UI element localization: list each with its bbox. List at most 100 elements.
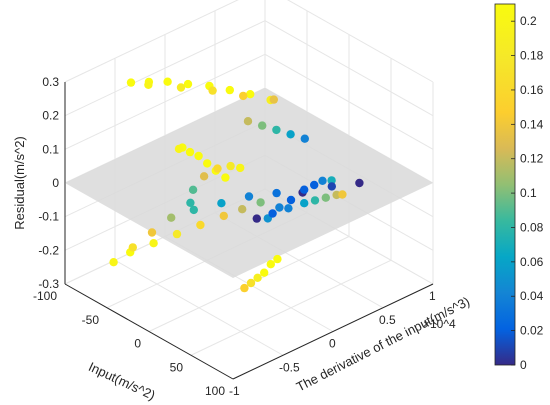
data-point [338, 190, 347, 199]
tick-labels: -0.3 -0.2 -0.1 0 0.1 0.2 0.3 -100 -50 0 50 100 -1 -0.… [33, 75, 456, 398]
data-point [219, 211, 228, 221]
data-point [147, 228, 157, 237]
data-point [327, 176, 336, 185]
grid-line [114, 259, 284, 356]
colorbar-tick-label: 0.1 [520, 186, 537, 200]
data-point [258, 121, 267, 130]
x-tick-label: -50 [82, 313, 100, 327]
data-point [194, 151, 203, 161]
series-5 [243, 117, 309, 143]
data-point [238, 205, 247, 214]
data-point [149, 239, 158, 248]
data-point [199, 172, 209, 181]
data-point [126, 78, 136, 87]
zero-plane [65, 88, 433, 278]
z-tick-label: 0.3 [42, 75, 59, 89]
colorbar-tick-label: 0.06 [520, 255, 544, 269]
data-point [286, 195, 296, 205]
x-tick-label: 50 [170, 360, 184, 374]
x-tick-label: 100 [205, 384, 225, 398]
y-tick-label: 0.5 [379, 313, 396, 327]
data-point [208, 86, 217, 95]
z-tick-label: -0.2 [38, 243, 59, 257]
x-tick-label: 0 [134, 337, 141, 351]
grid-line [264, 53, 434, 150]
data-point [188, 185, 198, 194]
z-tick-label: 0.1 [42, 142, 59, 156]
data-point [300, 134, 309, 143]
data-point [355, 178, 364, 188]
grid-line [286, 0, 434, 83]
data-point [266, 260, 275, 269]
y-axis-title: The derivative of the input(m/s^3) [294, 294, 472, 395]
zero-plane-surface [65, 88, 433, 278]
data-point [310, 180, 319, 190]
colorbar-tick-label: 0.16 [520, 83, 544, 97]
series-11 [109, 198, 195, 267]
data-point [186, 198, 195, 207]
y-tick-label: -0.5 [279, 360, 300, 374]
data-point [310, 196, 320, 205]
colorbar-tick-label: 0.2 [520, 14, 537, 28]
colorbar-tick-label: 0.04 [520, 289, 544, 303]
data-point [203, 159, 212, 168]
data-point [109, 258, 118, 267]
colorbar-tick-label: 0.12 [520, 152, 544, 166]
y-axis-line [232, 283, 434, 380]
data-point [236, 163, 245, 173]
z-tick-label: 0.2 [42, 109, 59, 123]
data-points [109, 77, 364, 293]
colorbar-tick-label: 0.14 [520, 117, 544, 131]
y-tick-label: 0 [329, 337, 336, 351]
data-point [300, 185, 309, 194]
data-point [246, 278, 256, 288]
z-tick-label: -0.3 [38, 277, 59, 291]
colorbar-tick-label: 0.08 [520, 220, 544, 234]
data-point [174, 144, 184, 154]
series-2 [188, 161, 245, 194]
data-point [260, 268, 269, 277]
data-point [284, 204, 293, 213]
data-point [221, 173, 230, 182]
grid-line [64, 53, 266, 150]
data-point [300, 199, 309, 208]
data-point [243, 117, 253, 126]
colorbar-tick-label: 0 [520, 358, 527, 372]
data-point [318, 176, 327, 185]
data-point [196, 220, 205, 230]
data-point [244, 192, 254, 201]
colorbar: 0 0.02 0.04 0.06 0.08 0.1 0.12 0.14 0.16 0.18 0.2 [494, 3, 544, 372]
data-point [185, 147, 195, 157]
data-point [256, 198, 265, 207]
data-point [240, 283, 249, 293]
data-point [225, 85, 234, 95]
data-point [321, 193, 330, 202]
data-point [252, 214, 261, 223]
data-point [213, 164, 222, 173]
data-point [217, 199, 226, 208]
data-point [253, 273, 262, 282]
data-point [327, 182, 336, 191]
data-point [163, 77, 172, 86]
data-point [246, 90, 255, 99]
data-point [176, 83, 186, 92]
data-point [275, 203, 284, 212]
data-point [172, 229, 182, 239]
y-tick-label: 1 [429, 289, 436, 303]
series-7 [252, 190, 347, 223]
colorbar-tick-label: 0.02 [520, 324, 544, 338]
grid-line [64, 0, 239, 83]
data-point [272, 188, 281, 198]
data-point [269, 95, 278, 104]
data-point [183, 79, 193, 89]
grid-line [264, 20, 434, 117]
data-point [273, 254, 282, 264]
y-tick-label: -1 [229, 384, 240, 398]
data-point [226, 161, 235, 171]
x-axis-line [64, 283, 234, 380]
z-tick-label: 0 [52, 176, 59, 190]
data-point [167, 213, 176, 222]
data-point [268, 209, 277, 218]
grid-line [64, 20, 266, 117]
